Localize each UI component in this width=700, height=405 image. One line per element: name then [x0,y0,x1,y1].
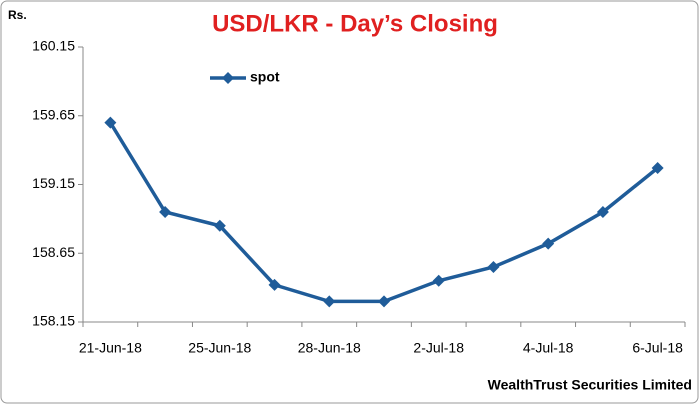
x-tick-label: 25-Jun-18 [188,340,251,356]
x-tick-label: 21-Jun-18 [79,340,142,356]
marker [432,274,445,287]
y-tick-label: 158.15 [32,313,75,329]
y-axis-label: Rs. [8,8,27,22]
x-tick-label: 2-Jul-18 [413,340,464,356]
marker [323,295,336,308]
x-tick-label: 28-Jun-18 [298,340,361,356]
y-tick-label: 159.65 [32,106,75,122]
marker [104,116,117,129]
marker [378,295,390,308]
marker [596,206,609,218]
marker [213,219,226,232]
marker [222,72,234,84]
marker [487,261,500,273]
y-tick-label: 160.15 [32,38,75,54]
y-tick-label: 159.15 [32,175,75,191]
y-tick-label: 158.65 [32,244,75,260]
marker [651,162,664,174]
x-tick-label: 6-Jul-18 [632,340,683,356]
source: WealthTrust Securities Limited [488,377,692,393]
legend-label: spot [250,69,280,85]
chart-title: USD/LKR - Day’s Closing [212,10,498,37]
x-tick-label: 4-Jul-18 [523,340,574,356]
marker [268,278,281,291]
marker [159,206,172,218]
marker [542,237,555,250]
